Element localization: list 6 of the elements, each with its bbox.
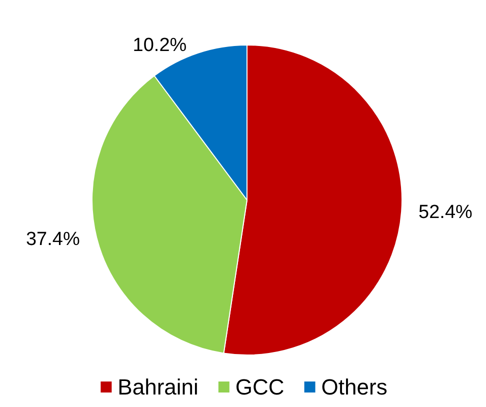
- legend-label: Others: [321, 374, 388, 400]
- legend-label: GCC: [235, 374, 284, 400]
- data-label: 37.4%: [26, 229, 80, 250]
- legend-label: Bahraini: [118, 374, 198, 400]
- data-label: 52.4%: [418, 202, 473, 223]
- data-label: 10.2%: [132, 34, 187, 56]
